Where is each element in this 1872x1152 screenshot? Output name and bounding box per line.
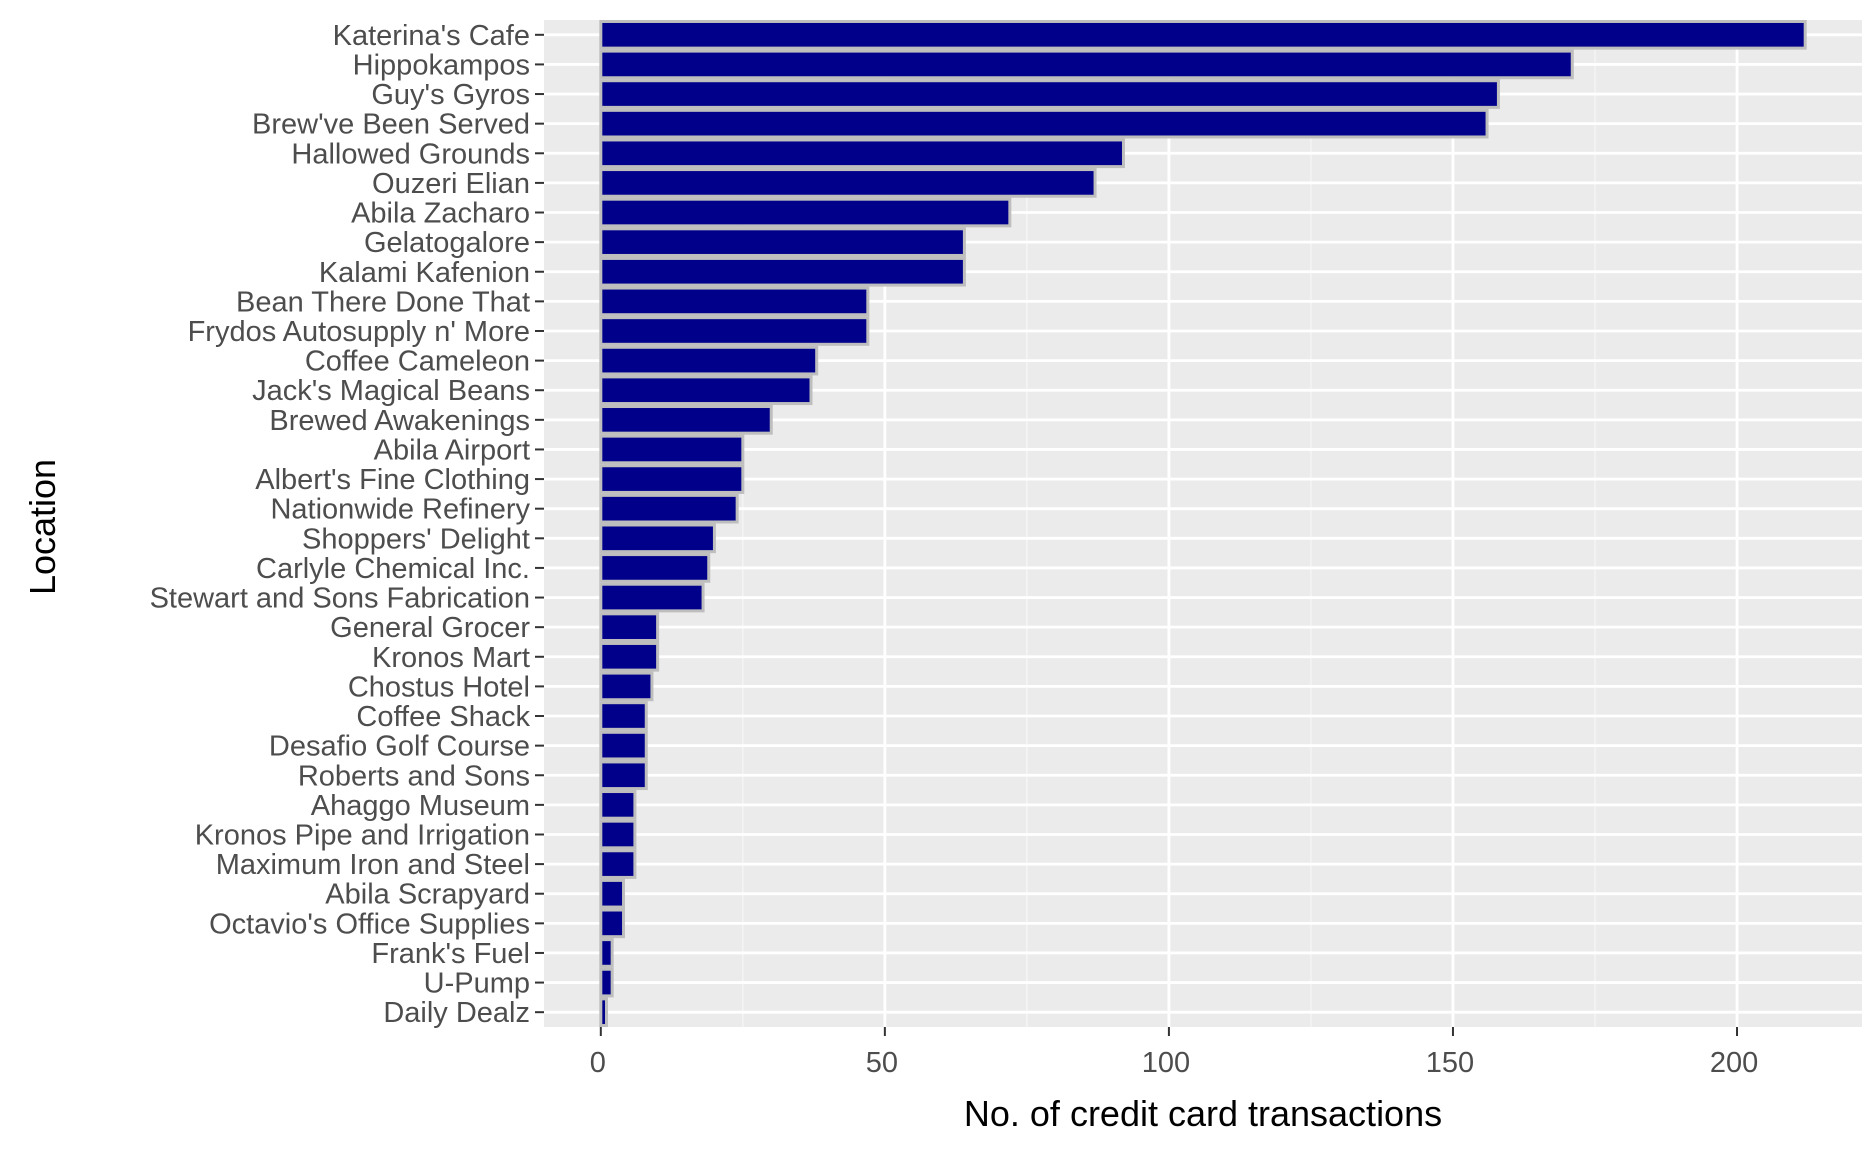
x-tick-label: 0 <box>590 1047 606 1079</box>
y-tick-label: Daily Dealz <box>383 997 530 1029</box>
y-tick-label: Frank's Fuel <box>371 938 530 970</box>
y-tick-label: Abila Zacharo <box>351 198 530 230</box>
bar <box>599 493 739 524</box>
bar <box>599 553 711 583</box>
x-tick-label: 100 <box>1142 1047 1190 1079</box>
bar <box>599 286 870 317</box>
y-axis-title: Location <box>22 459 63 595</box>
x-axis: 0 50 100 150 200 <box>590 1027 1758 1079</box>
y-tick-label: Guy's Gyros <box>371 79 530 111</box>
bar <box>599 79 1500 109</box>
bar <box>599 168 1097 198</box>
x-tick-label: 150 <box>1426 1047 1474 1079</box>
y-tick-label: Roberts and Sons <box>298 760 530 792</box>
x-axis-title: No. of credit card transactions <box>964 1093 1442 1134</box>
bar <box>599 316 870 346</box>
y-tick-label: Hippokampos <box>353 49 530 81</box>
y-tick-label: Coffee Cameleon <box>305 346 530 378</box>
y-tick-label: Katerina's Cafe <box>333 20 530 52</box>
y-tick-label: Kalami Kafenion <box>319 257 530 289</box>
y-tick-label: Ouzeri Elian <box>372 168 530 200</box>
y-tick-label: Maximum Iron and Steel <box>216 849 530 881</box>
bar <box>599 760 648 791</box>
bar <box>599 908 626 939</box>
x-tick-label: 50 <box>866 1047 898 1079</box>
bar <box>599 375 813 406</box>
bar <box>599 641 660 672</box>
y-tick-label: Brewed Awakenings <box>269 405 530 437</box>
bar <box>599 434 745 465</box>
y-tick-label: Nationwide Refinery <box>270 494 530 526</box>
y-tick-label: Carlyle Chemical Inc. <box>256 553 530 585</box>
bar <box>599 612 660 642</box>
y-tick-label: Kronos Mart <box>372 642 530 674</box>
y-tick-label: Gelatogalore <box>364 227 530 259</box>
bar <box>599 819 637 850</box>
bar <box>599 701 648 731</box>
y-tick-label: Abila Scrapyard <box>325 879 530 911</box>
y-tick-label: U-Pump <box>424 968 530 1000</box>
bar <box>599 464 745 494</box>
bar <box>599 582 705 613</box>
y-tick-label: General Grocer <box>330 612 530 644</box>
bar <box>599 997 608 1028</box>
y-tick-label: Hallowed Grounds <box>291 138 530 170</box>
bar <box>599 671 654 702</box>
y-tick-label: Bean There Done That <box>236 286 530 318</box>
y-tick-label: Frydos Autosupply n' More <box>188 316 530 348</box>
bar <box>599 790 637 820</box>
bar <box>599 405 773 435</box>
bar <box>599 49 1574 80</box>
y-tick-label: Desafio Golf Course <box>269 731 530 763</box>
y-tick-label: Shoppers' Delight <box>302 523 530 555</box>
y-tick-label: Ahaggo Museum <box>311 790 530 822</box>
bar <box>599 849 637 879</box>
bar <box>599 108 1489 139</box>
bar <box>599 256 966 287</box>
bar <box>599 523 716 554</box>
x-tick-label: 200 <box>1710 1047 1758 1079</box>
y-tick-label: Abila Airport <box>374 434 530 466</box>
y-tick-label: Kronos Pipe and Irrigation <box>195 819 530 851</box>
bar <box>599 967 614 998</box>
y-tick-label: Brew've Been Served <box>252 109 530 141</box>
y-tick-label: Albert's Fine Clothing <box>255 464 530 496</box>
bar <box>599 345 819 376</box>
bar <box>599 197 1012 228</box>
y-tick-label: Jack's Magical Beans <box>252 375 530 407</box>
bar <box>599 227 966 257</box>
bar <box>599 19 1807 50</box>
y-tick-label: Coffee Shack <box>356 701 530 733</box>
bar <box>599 730 648 761</box>
y-tick-label: Chostus Hotel <box>348 671 530 703</box>
bars <box>599 19 1807 1028</box>
y-tick-label: Stewart and Sons Fabrication <box>150 583 530 615</box>
y-tick-label: Octavio's Office Supplies <box>209 908 530 940</box>
bar <box>599 878 626 909</box>
bar <box>599 138 1125 169</box>
bar <box>599 938 614 968</box>
